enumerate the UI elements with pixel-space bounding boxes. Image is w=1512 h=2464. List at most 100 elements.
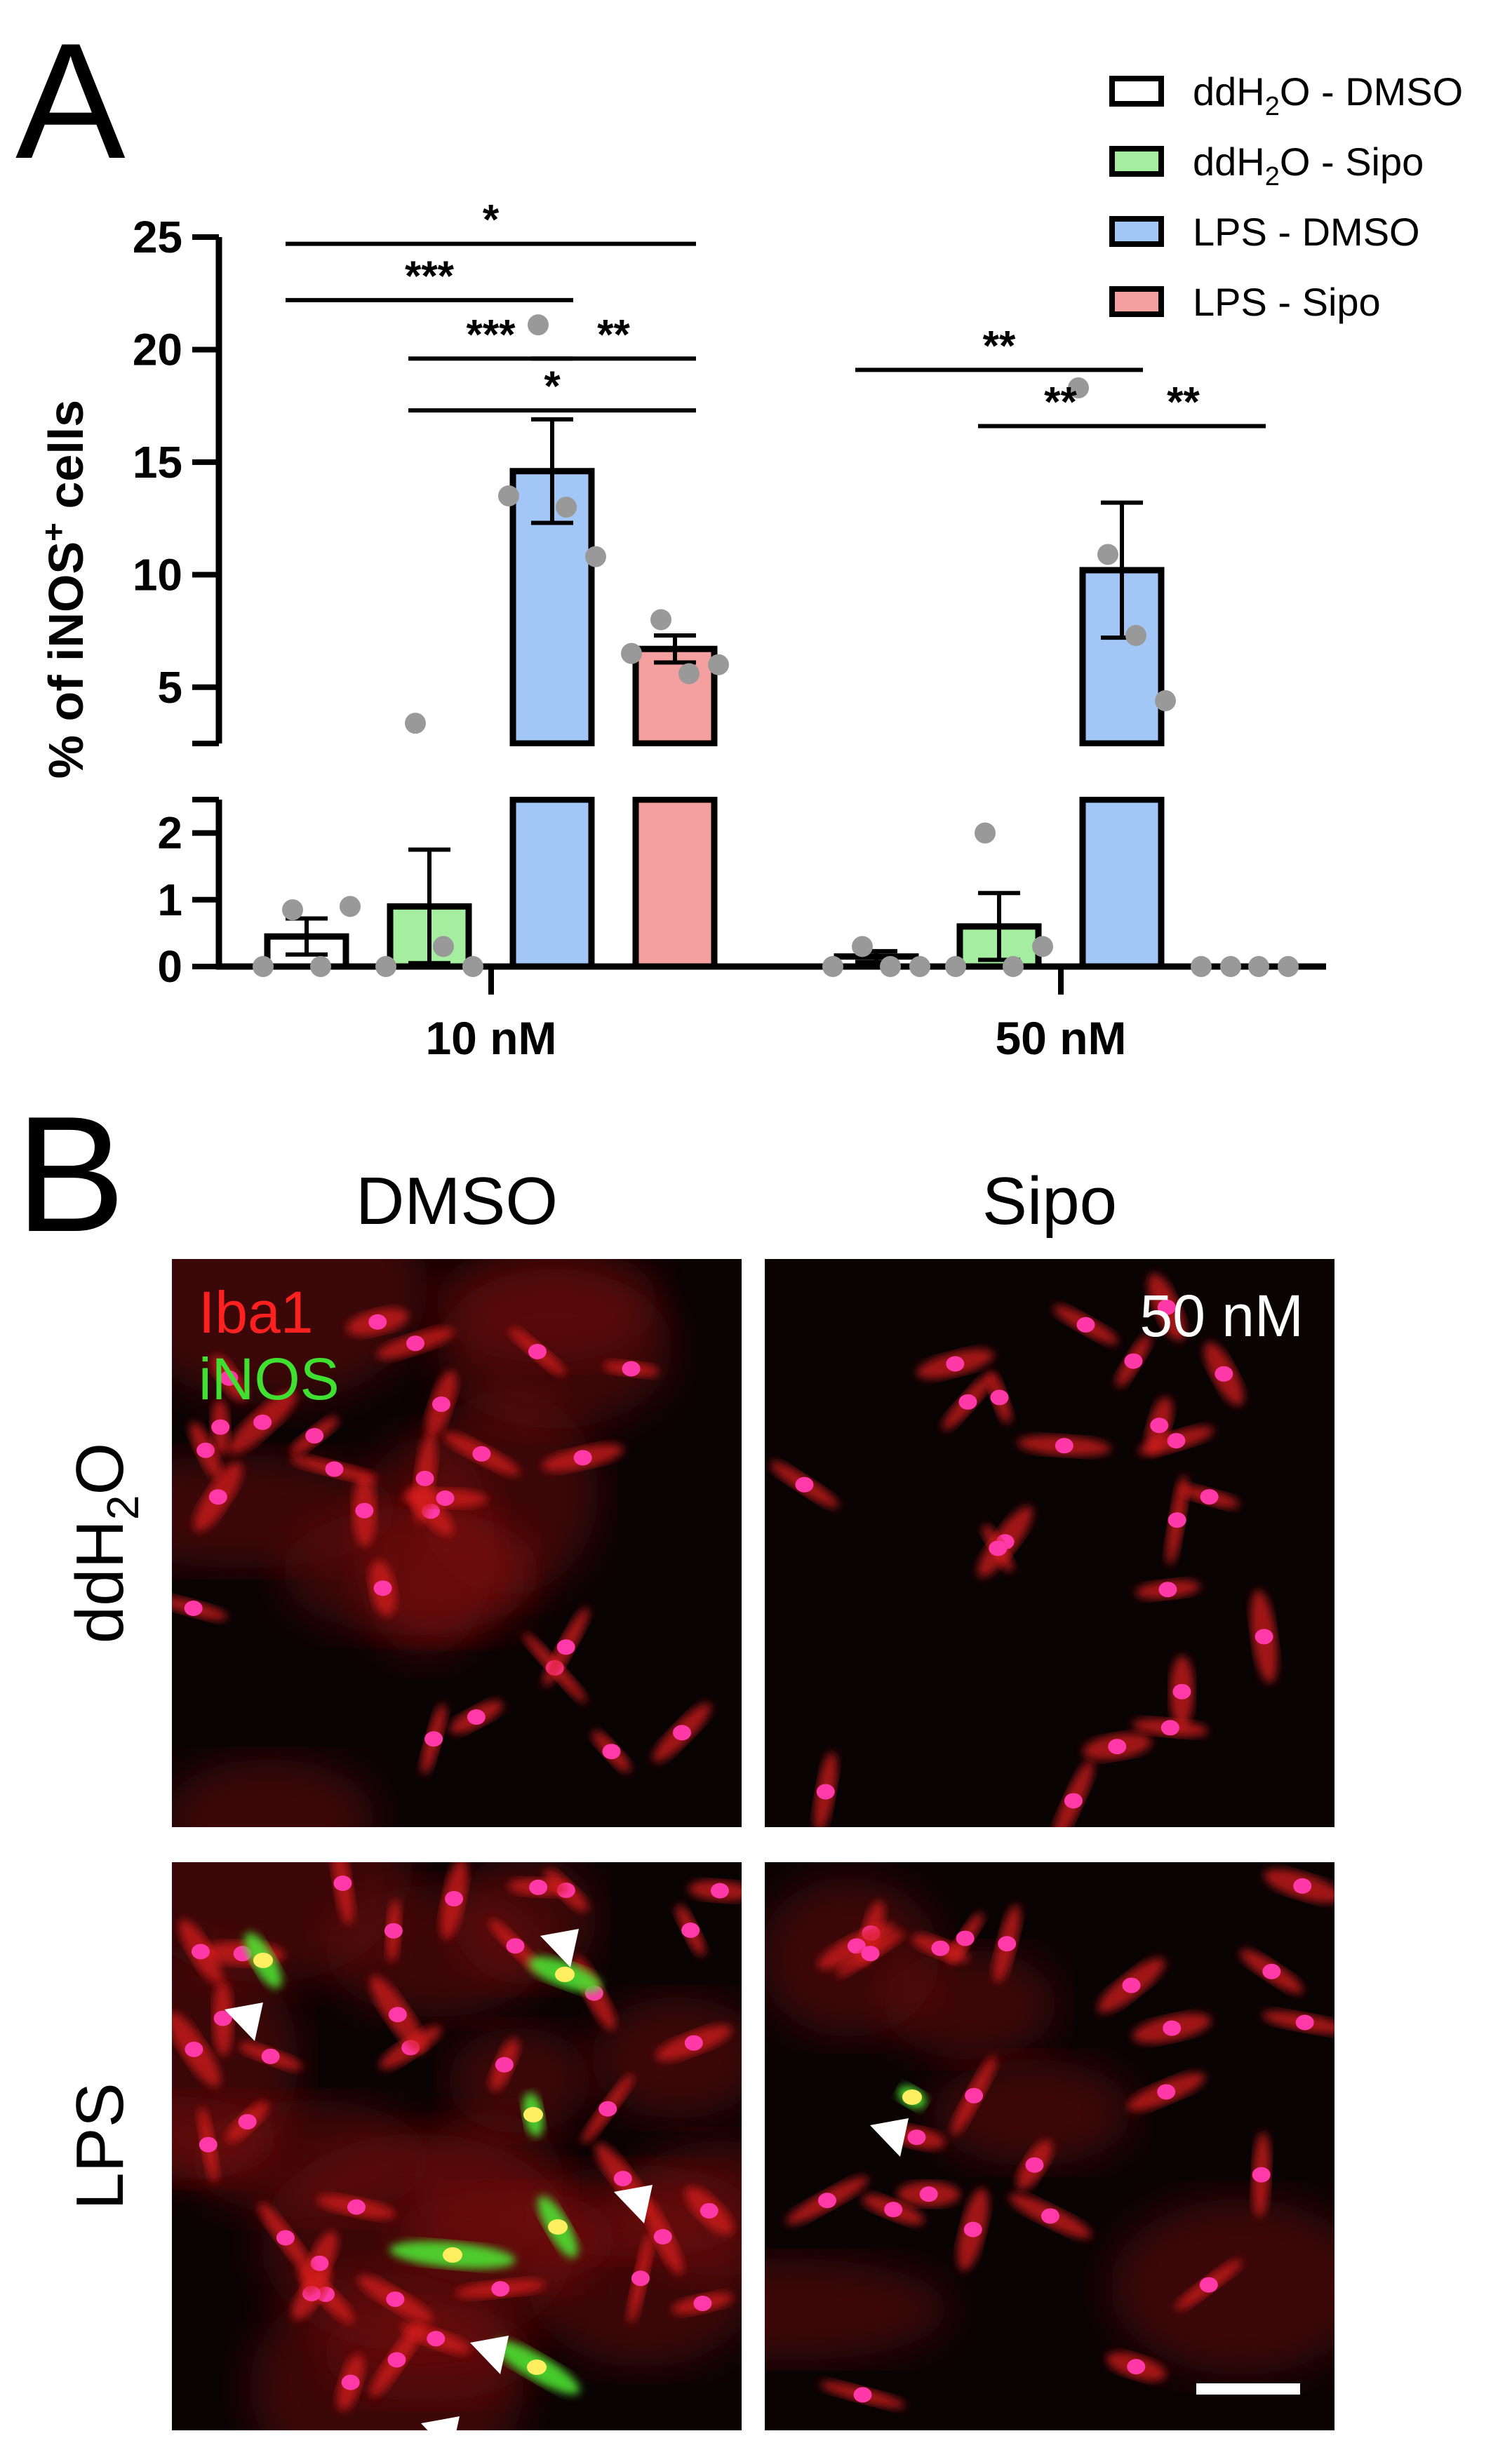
cell-nucleus xyxy=(1025,2157,1044,2173)
micrograph-panel-1 xyxy=(765,1259,1334,1827)
column-heading-sipo: Sipo xyxy=(982,1164,1117,1239)
cell-nucleus xyxy=(196,1442,215,1458)
micrograph-content xyxy=(770,1273,1278,1827)
data-point xyxy=(650,609,671,631)
cell-nucleus xyxy=(816,1784,835,1800)
significance-label: * xyxy=(483,196,500,243)
cell-nucleus xyxy=(305,1428,324,1444)
cytoplasm-haze xyxy=(765,2258,950,2361)
cell-nucleus xyxy=(184,1601,203,1617)
data-point xyxy=(253,956,274,977)
cell-nucleus xyxy=(1215,1366,1233,1382)
cytoplasm-haze xyxy=(172,1758,376,1827)
significance-label: ** xyxy=(1167,379,1200,426)
cell-nucleus xyxy=(1157,1299,1176,1315)
data-point xyxy=(1248,956,1269,977)
data-point xyxy=(678,663,700,685)
chart-legend: ddH2O - DMSO ddH2O - Sipo LPS - DMSO LPS - … xyxy=(1109,69,1463,324)
cell-nucleus xyxy=(653,2228,672,2244)
cell-nucleus xyxy=(710,1883,729,1899)
cell-nucleus xyxy=(1255,1629,1273,1645)
cell-nucleus xyxy=(388,2007,407,2023)
cell-nucleus xyxy=(436,1490,455,1506)
stain-label-inos: iNOS xyxy=(199,1346,340,1412)
cell-nucleus xyxy=(1108,1739,1127,1755)
micrograph-content xyxy=(765,1869,1334,2409)
cell-nucleus xyxy=(276,2230,295,2246)
significance-label: ** xyxy=(1044,379,1077,426)
cell-nucleus xyxy=(884,2202,903,2218)
arrowhead-icon xyxy=(470,2336,509,2374)
cell-nucleus xyxy=(1200,1489,1219,1505)
cell-nucleus xyxy=(1168,1512,1186,1528)
y-axis-title: % of iNOS+ cells xyxy=(35,400,93,779)
data-point xyxy=(909,956,930,977)
cell-nucleus xyxy=(491,2281,510,2297)
column-heading-dmso: DMSO xyxy=(356,1164,558,1239)
cell-nucleus xyxy=(495,2056,514,2073)
scale-bar xyxy=(1196,2383,1300,2395)
cell-nucleus xyxy=(1293,1878,1312,1894)
cytoplasm-haze xyxy=(436,1269,674,1429)
data-point xyxy=(1191,956,1212,977)
cell-nucleus xyxy=(1167,1433,1186,1449)
cell-nucleus xyxy=(506,1938,525,1954)
bar xyxy=(1079,796,1165,970)
cell-nucleus xyxy=(253,1953,273,1968)
cell-nucleus xyxy=(555,1967,575,1982)
cell-nucleus xyxy=(527,2359,547,2375)
cell-nucleus xyxy=(1172,1683,1191,1699)
data-point xyxy=(945,956,966,977)
cell-nucleus xyxy=(700,2202,718,2219)
data-point xyxy=(1125,624,1146,646)
cell-nucleus xyxy=(1124,1353,1143,1369)
cell-nucleus xyxy=(847,1938,866,1954)
data-point xyxy=(1220,956,1241,977)
cell-nucleus xyxy=(1055,1438,1073,1454)
micrograph-content xyxy=(172,1862,742,2430)
arrowhead-icon xyxy=(540,1929,579,1967)
cell-nucleus xyxy=(907,2129,926,2146)
cell-nucleus xyxy=(958,1394,977,1410)
micrograph-panel-0 xyxy=(172,1259,742,1827)
data-point xyxy=(498,485,519,507)
cell-nucleus xyxy=(1127,2359,1146,2375)
legend-swatch xyxy=(1109,216,1164,247)
cell-nucleus xyxy=(672,1725,691,1741)
cell-nucleus xyxy=(1163,2020,1182,2036)
cell-nucleus xyxy=(684,2035,703,2051)
cell-nucleus xyxy=(556,1639,575,1655)
cell-nucleus xyxy=(622,1361,641,1377)
cell-nucleus xyxy=(919,2186,938,2202)
data-point xyxy=(1278,956,1299,977)
cell-nucleus xyxy=(208,1489,227,1505)
legend-entry-1: ddH2O - Sipo xyxy=(1193,140,1424,191)
cell-nucleus xyxy=(1064,1793,1083,1809)
cell-nucleus xyxy=(956,1930,975,1946)
cell-nucleus xyxy=(1122,1977,1141,1993)
cell-nucleus xyxy=(472,1446,491,1462)
cell-nucleus xyxy=(1157,2084,1176,2100)
y-tick-label: 2 xyxy=(157,808,182,859)
y-tick-label: 5 xyxy=(157,662,182,713)
cell-nucleus xyxy=(347,2199,366,2215)
bar xyxy=(632,796,718,970)
cell-nucleus xyxy=(1262,1963,1281,1979)
cell-nucleus xyxy=(1076,1317,1095,1333)
arrowhead-icon xyxy=(870,2118,909,2157)
cell-nucleus xyxy=(406,1335,425,1352)
cell-nucleus xyxy=(467,1709,486,1725)
legend-entry-0: ddH2O - DMSO xyxy=(1193,69,1463,121)
cell-nucleus xyxy=(238,2114,257,2130)
cell-nucleus xyxy=(384,1923,403,1939)
cell-nucleus xyxy=(1295,2014,1314,2031)
cell-nucleus xyxy=(1150,1418,1169,1434)
data-point xyxy=(852,936,873,957)
cell-nucleus xyxy=(573,1450,592,1466)
bar-break-gap xyxy=(509,746,596,797)
data-point xyxy=(282,899,303,921)
cell-nucleus xyxy=(548,2219,568,2235)
bar xyxy=(509,796,595,970)
